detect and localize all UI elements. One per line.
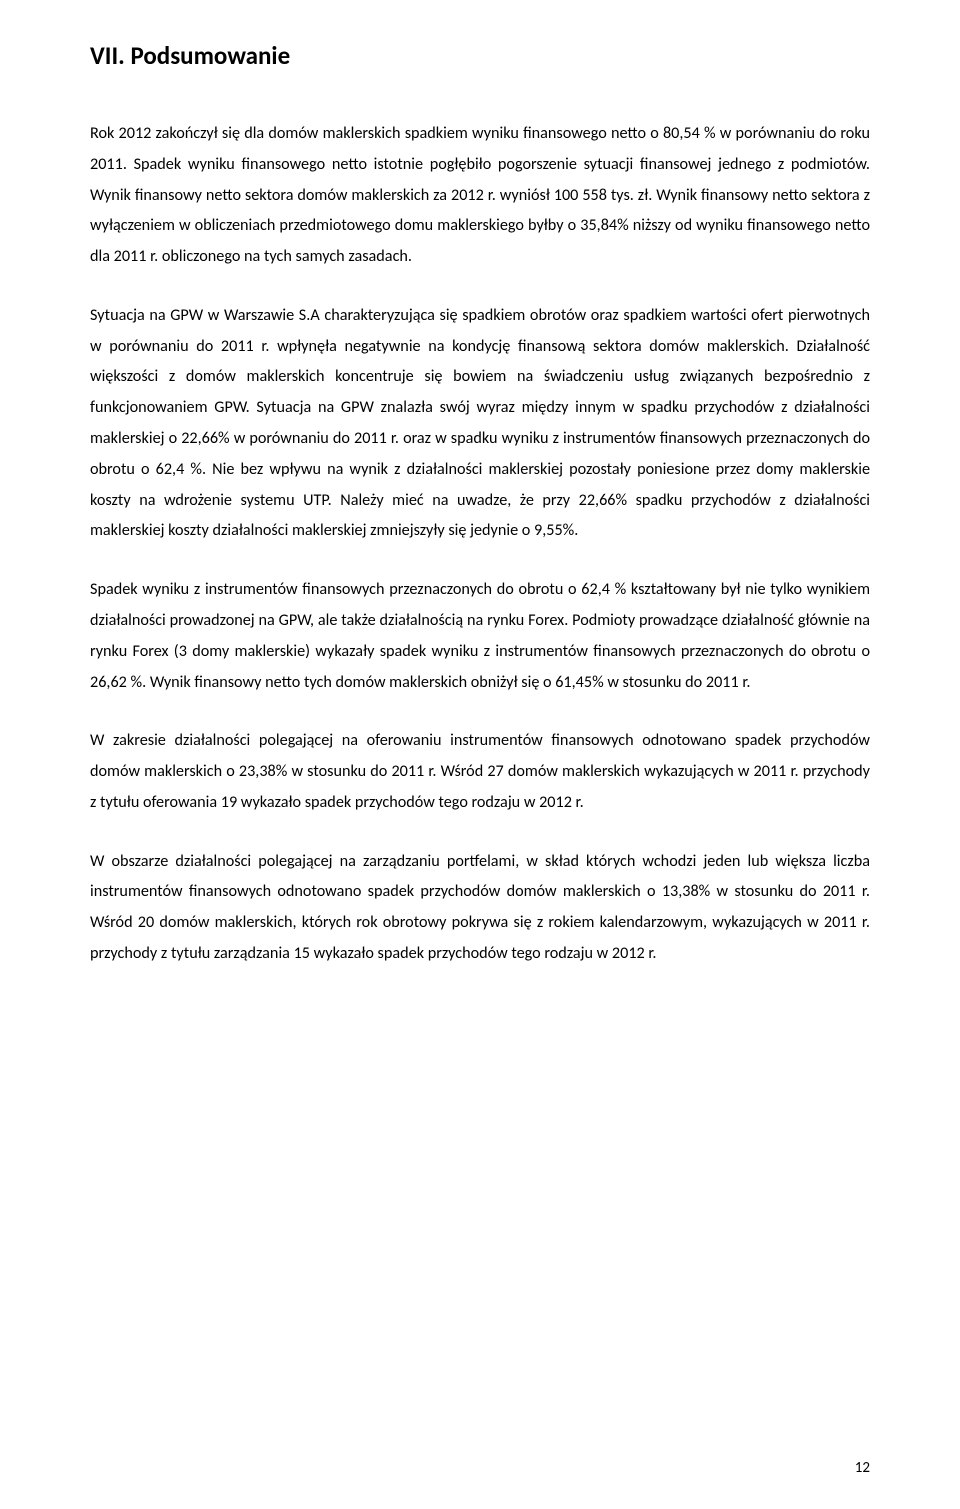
paragraph-3: Spadek wyniku z instrumentów finansowych… xyxy=(90,575,870,698)
page-number: 12 xyxy=(855,1459,870,1477)
paragraph-4: W zakresie działalności polegającej na o… xyxy=(90,726,870,818)
document-page: VII. Podsumowanie Rok 2012 zakończył się… xyxy=(0,0,960,1509)
paragraph-5: W obszarze działalności polegającej na z… xyxy=(90,847,870,970)
section-heading: VII. Podsumowanie xyxy=(90,40,870,71)
paragraph-1: Rok 2012 zakończył się dla domów maklers… xyxy=(90,119,870,273)
paragraph-2: Sytuacja na GPW w Warszawie S.A charakte… xyxy=(90,301,870,547)
